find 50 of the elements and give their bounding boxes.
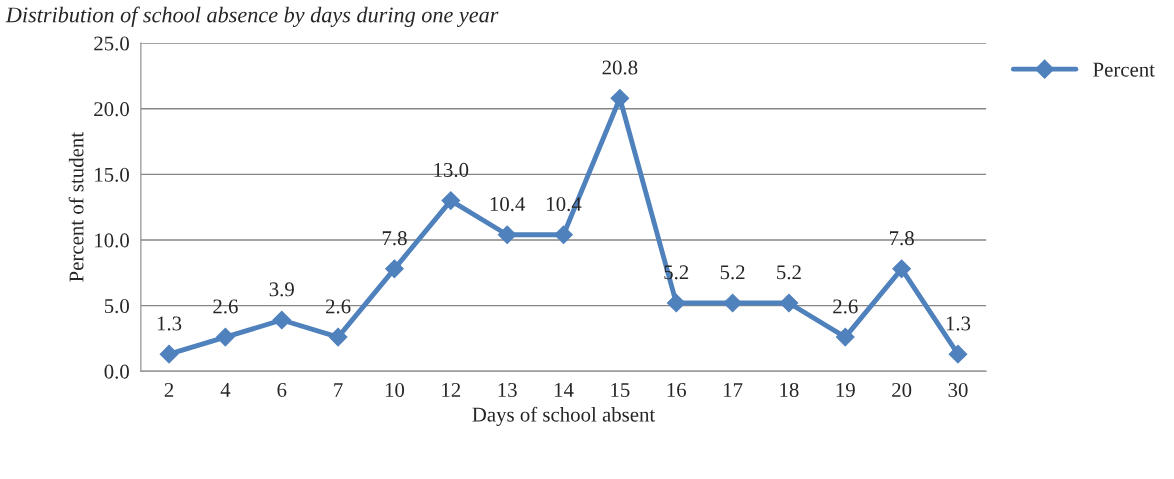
x-tick-label: 10 (385, 382, 405, 397)
x-tick-label: 12 (442, 383, 461, 397)
x-tick-label: 17 (723, 383, 743, 397)
point (892, 259, 911, 279)
point (328, 327, 348, 347)
point (159, 344, 179, 364)
point (554, 225, 573, 245)
point (216, 327, 235, 347)
y-tick-label: 5.0 (104, 298, 129, 314)
y-tick-label: 25.0 (94, 36, 129, 51)
x-axis-title: Days of school absent (472, 406, 656, 426)
data-label: 20.8 (602, 60, 638, 75)
point (723, 293, 742, 313)
x-tick-label: 16 (667, 383, 687, 397)
y-tick-label: 10.0 (95, 233, 129, 248)
point (497, 225, 517, 245)
y-tick-label: 0.0 (104, 364, 129, 379)
x-tick-label: 15 (611, 383, 630, 397)
x-tick-label: 7 (334, 383, 343, 397)
data-label: 1.3 (946, 316, 971, 331)
x-tick-label: 4 (220, 383, 231, 397)
point (666, 293, 686, 313)
point (948, 344, 968, 364)
x-tick-label: 14 (554, 383, 574, 397)
data-label: 1.3 (157, 316, 182, 331)
chart-title: Distribution of school absence by days during one year (5, 6, 499, 27)
data-label: 3.9 (269, 282, 294, 297)
x-tick-label: 2 (164, 383, 174, 397)
point (272, 310, 292, 330)
x-tick-label: 13 (498, 383, 517, 397)
point (441, 191, 461, 210)
point (779, 293, 799, 313)
y-tick-label: 20.0 (94, 102, 129, 117)
x-tick-label: 6 (277, 383, 287, 397)
y-axis-title: Percent of student (68, 132, 84, 282)
y-tick-label: 15.0 (95, 167, 129, 182)
data-label: 7.8 (889, 231, 914, 246)
x-tick-label: 19 (836, 383, 855, 397)
data-label: 7.8 (382, 231, 407, 246)
point (835, 327, 855, 347)
x-tick-label: 30 (948, 382, 968, 397)
data-label: 13.0 (434, 162, 469, 178)
x-tick-label: 18 (780, 382, 799, 397)
x-tick-label: 20 (892, 382, 912, 397)
data-label: 5.2 (720, 265, 745, 280)
legend-label: Percent (1093, 62, 1155, 77)
data-label: 5.2 (777, 265, 801, 280)
point (610, 88, 630, 108)
data-label: 10.4 (490, 196, 526, 212)
point (385, 259, 404, 279)
